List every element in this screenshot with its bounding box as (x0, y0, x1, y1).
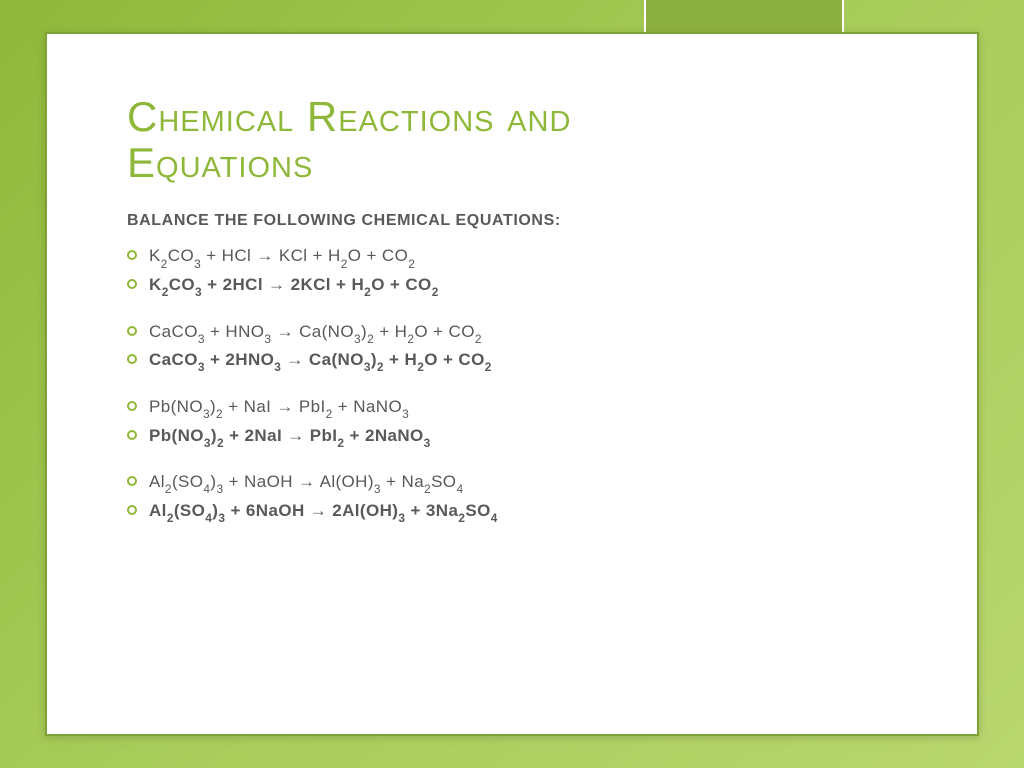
equation-item: CaCO3 + HNO3 → Ca(NO3)2 + H2O + CO2 (127, 320, 907, 347)
bullet-icon (127, 430, 137, 440)
equation-item: Pb(NO3)2 + NaI → PbI2 + NaNO3 (127, 395, 907, 422)
equation-text: Al2(SO4)3 + 6NaOH → 2Al(OH)3 + 3Na2SO4 (149, 499, 498, 526)
equation-group-gap (127, 452, 907, 470)
bullet-icon (127, 476, 137, 486)
title-line-1: Chemical Reactions and (127, 93, 571, 140)
bullet-icon (127, 250, 137, 260)
equation-text: K2CO3 + HCl → KCl + H2O + CO2 (149, 244, 415, 271)
bullet-icon (127, 354, 137, 364)
slide-content: Chemical Reactions and Equations Balance… (47, 34, 977, 568)
equation-text: CaCO3 + 2HNO3 → Ca(NO3)2 + H2O + CO2 (149, 348, 492, 375)
equation-group-gap (127, 377, 907, 395)
bullet-icon (127, 326, 137, 336)
equation-item: K2CO3 + HCl → KCl + H2O + CO2 (127, 244, 907, 271)
equation-text: CaCO3 + HNO3 → Ca(NO3)2 + H2O + CO2 (149, 320, 482, 347)
equation-item: Pb(NO3)2 + 2NaI → PbI2 + 2NaNO3 (127, 424, 907, 451)
equation-text: Pb(NO3)2 + 2NaI → PbI2 + 2NaNO3 (149, 424, 431, 451)
equation-item: Al2(SO4)3 + 6NaOH → 2Al(OH)3 + 3Na2SO4 (127, 499, 907, 526)
equation-item: CaCO3 + 2HNO3 → Ca(NO3)2 + H2O + CO2 (127, 348, 907, 375)
title-line-2: Equations (127, 139, 313, 186)
equation-text: K2CO3 + 2HCl → 2KCl + H2O + CO2 (149, 273, 439, 300)
equation-text: Pb(NO3)2 + NaI → PbI2 + NaNO3 (149, 395, 409, 422)
equation-item: Al2(SO4)3 + NaOH → Al(OH)3 + Na2SO4 (127, 470, 907, 497)
equation-list: K2CO3 + HCl → KCl + H2O + CO2K2CO3 + 2HC… (127, 244, 907, 525)
bullet-icon (127, 279, 137, 289)
equation-text: Al2(SO4)3 + NaOH → Al(OH)3 + Na2SO4 (149, 470, 463, 497)
bullet-icon (127, 401, 137, 411)
bullet-icon (127, 505, 137, 515)
slide-subtitle: Balance the following chemical equations… (127, 212, 907, 230)
slide-content-frame: Chemical Reactions and Equations Balance… (45, 32, 979, 736)
equation-item: K2CO3 + 2HCl → 2KCl + H2O + CO2 (127, 273, 907, 300)
slide-title: Chemical Reactions and Equations (127, 94, 907, 186)
equation-group-gap (127, 302, 907, 320)
